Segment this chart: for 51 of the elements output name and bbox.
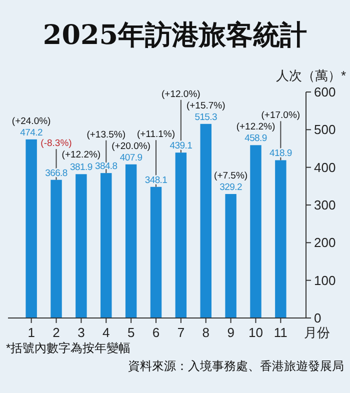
annotation: (+11.1%) <box>136 129 176 140</box>
data-label: 407.9 <box>120 152 142 164</box>
bar <box>125 164 137 318</box>
y-tick-label: 300 <box>314 198 336 213</box>
data-label: 329.2 <box>220 182 242 193</box>
bar <box>225 194 236 318</box>
y-tick-label: 600 <box>314 84 336 100</box>
annotation: (+7.5%) <box>214 170 248 182</box>
data-label: 458.9 <box>244 133 267 144</box>
annotation: (+12.0%) <box>162 88 200 100</box>
annotation: (+15.7%) <box>186 100 226 112</box>
x-tick-label: 8 <box>202 325 210 340</box>
y-tick-label: 0 <box>314 310 322 326</box>
x-tick-label: 9 <box>227 325 234 340</box>
x-tick-label: 3 <box>78 325 85 340</box>
x-tick-label: 11 <box>274 325 288 340</box>
bar <box>275 160 286 318</box>
x-tick-label: 6 <box>152 325 160 340</box>
x-tick-label: 10 <box>248 325 263 340</box>
bar <box>76 174 87 318</box>
data-label: 381.9 <box>70 162 92 174</box>
annotation: (+12.2%) <box>236 122 276 133</box>
text: *括號內數字為按年變幅 <box>6 341 131 355</box>
y-tick-label: 400 <box>314 160 336 175</box>
bar <box>26 139 37 318</box>
x-tick-label: 5 <box>127 325 135 340</box>
bar <box>250 145 262 318</box>
annotation: (+17.0%) <box>261 110 300 122</box>
data-label: 515.3 <box>194 112 218 123</box>
annotation: (+24.0%) <box>12 116 51 127</box>
y-tick-label: 500 <box>314 122 336 138</box>
y-tick-label: 200 <box>314 235 336 250</box>
source-note: 資料來源：入境事務處、香港旅遊發展局 <box>128 359 344 373</box>
bar <box>175 152 187 318</box>
bar <box>150 186 162 318</box>
bar <box>100 173 112 318</box>
x-tick-label: 7 <box>177 325 185 340</box>
annotation: (-8.3%) <box>40 138 72 150</box>
bar <box>200 124 212 318</box>
x-tick-label: 4 <box>102 325 110 340</box>
data-label: 474.2 <box>20 127 42 138</box>
annotation: (+20.0%) <box>112 140 150 152</box>
annotation: (+13.5%) <box>86 129 126 140</box>
x-axis-title: 月份 <box>304 325 330 340</box>
annotation: (+12.2%) <box>62 150 101 161</box>
chart-title: 2025年訪港旅客統計 <box>42 20 308 51</box>
x-tick-label: 2 <box>52 325 60 340</box>
y-axis-title: 人次（萬）* <box>276 68 346 83</box>
bar <box>50 180 62 318</box>
x-tick-label: 1 <box>28 325 35 340</box>
y-tick-label: 100 <box>314 272 336 288</box>
